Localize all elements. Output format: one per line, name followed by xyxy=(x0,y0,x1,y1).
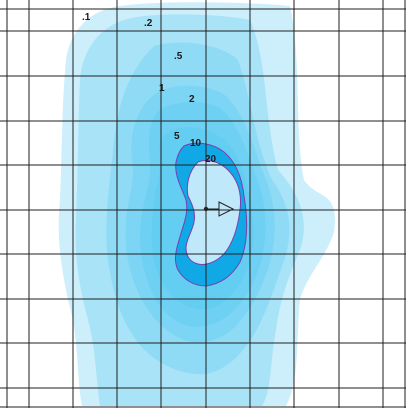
contour-label-1: 1 xyxy=(159,83,165,94)
contour-label-0-5: .5 xyxy=(174,51,183,62)
contour-label-2: 2 xyxy=(189,94,195,105)
contour-core-20 xyxy=(185,159,241,265)
contour-label-0-2: .2 xyxy=(144,18,153,29)
contour-labels: .1 .2 .5 1 2 5 10 20 xyxy=(82,12,217,165)
contour-label-20: 20 xyxy=(205,154,217,165)
arrow-outline-icon xyxy=(203,201,235,217)
contour-label-0-1: .1 xyxy=(82,12,91,23)
contour-label-5: 5 xyxy=(174,131,180,142)
contour-label-10: 10 xyxy=(190,138,202,149)
marker-arrow xyxy=(218,201,235,217)
